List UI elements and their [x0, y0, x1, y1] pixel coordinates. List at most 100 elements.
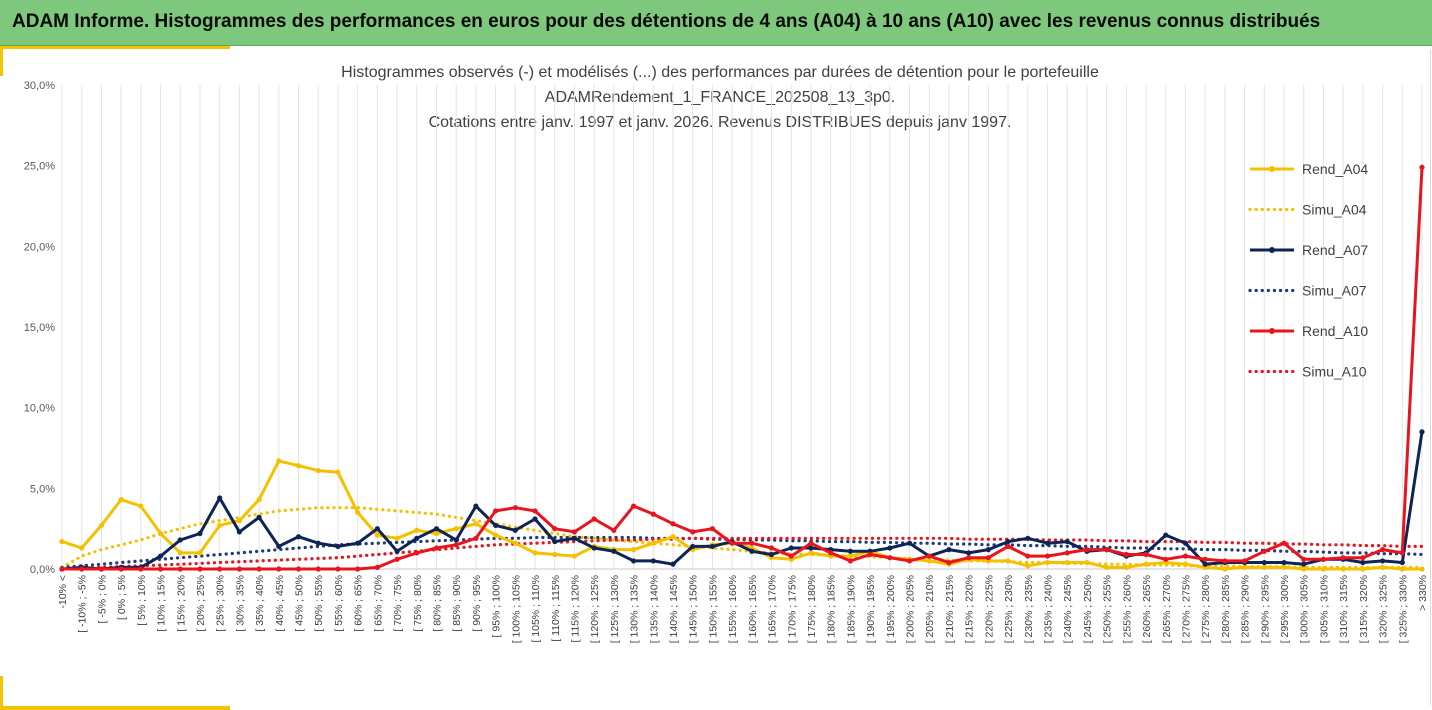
- legend-entry: Rend_A07: [1250, 242, 1368, 258]
- data-point: [1320, 566, 1327, 572]
- data-point: [79, 566, 85, 572]
- data-point: [1379, 558, 1386, 564]
- data-point: [1123, 564, 1129, 570]
- x-tick-label: [ 25% ; 30%: [215, 575, 227, 632]
- x-tick-label: [ 315% ; 320%: [1358, 575, 1370, 643]
- data-point: [295, 566, 302, 572]
- data-point: [177, 566, 183, 572]
- data-point: [1104, 564, 1110, 570]
- data-point: [1064, 550, 1070, 556]
- data-point: [985, 547, 991, 553]
- y-tick-label: 25,0%: [24, 161, 55, 173]
- data-point: [926, 553, 932, 559]
- data-point: [295, 463, 302, 469]
- data-point: [1143, 561, 1149, 567]
- x-tick-label: [ 305% ; 310%: [1318, 575, 1330, 643]
- header-bar: ADAM Informe. Histogrammes des performan…: [0, 0, 1432, 46]
- x-tick-label: [ 310% ; 315%: [1338, 575, 1350, 643]
- x-tick-label: [ 150% ; 155%: [707, 575, 719, 643]
- data-point: [355, 566, 361, 572]
- data-point: [433, 526, 440, 532]
- x-tick-label: [ 195% ; 200%: [885, 575, 897, 643]
- data-point: [512, 527, 518, 533]
- data-point: [709, 526, 716, 532]
- x-tick-label: [ 40% ; 45%: [274, 575, 286, 632]
- data-point: [611, 527, 617, 533]
- data-point: [59, 566, 65, 572]
- x-tick-label: [ 75% ; 80%: [412, 575, 424, 632]
- x-tick-label: [ 35% ; 40%: [254, 575, 266, 632]
- legend-label: Simu_A04: [1302, 202, 1367, 218]
- data-point: [98, 522, 105, 529]
- data-point: [1340, 566, 1346, 572]
- data-point: [887, 555, 893, 561]
- y-axis: 0,0% 5,0% 10,0% 15,0% 20,0% 25,0% 30,0%: [24, 80, 55, 576]
- x-tick-label: [ 275% ; 280%: [1200, 575, 1212, 643]
- data-point: [295, 534, 302, 540]
- x-tick-label: [ 95% ; 100%: [491, 575, 503, 637]
- data-point: [946, 547, 952, 553]
- data-point: [1182, 540, 1189, 546]
- data-point: [1025, 553, 1031, 559]
- x-tick-label: [ 170% ; 175%: [786, 575, 798, 643]
- data-point: [650, 558, 656, 564]
- data-point: [1261, 559, 1267, 566]
- data-point: [355, 540, 361, 546]
- data-point: [1281, 559, 1287, 566]
- data-point: [591, 545, 597, 551]
- x-tick-label: [ 295% ; 300%: [1279, 575, 1291, 643]
- data-point: [1044, 553, 1051, 559]
- x-tick-label: [ 5% ; 10%: [136, 575, 148, 626]
- series-rend-a04: [59, 458, 1425, 572]
- chart-frame: [0, 49, 1431, 705]
- data-point: [966, 555, 972, 561]
- legend-label: Simu_A07: [1302, 283, 1367, 299]
- data-point: [1261, 548, 1267, 554]
- data-point: [926, 558, 932, 564]
- x-tick-label: [ 235% ; 240%: [1043, 575, 1055, 643]
- data-point: [709, 543, 716, 550]
- legend-marker: [1269, 166, 1275, 172]
- data-point: [374, 564, 380, 570]
- data-point: [355, 509, 361, 516]
- decorative-corner-top: [0, 46, 230, 49]
- data-point: [335, 543, 341, 550]
- data-point: [157, 530, 164, 537]
- x-tick-label: [ 255% ; 260%: [1121, 575, 1133, 643]
- x-tick-label: [ 185% ; 190%: [845, 575, 857, 643]
- x-tick-label: [ 290% ; 295%: [1259, 575, 1271, 643]
- chart-title-line-1: Histogrammes observés (-) et modélisés (…: [341, 64, 1099, 81]
- data-point: [1222, 558, 1228, 564]
- data-point: [532, 508, 538, 514]
- data-point: [453, 537, 459, 543]
- data-point: [847, 548, 854, 554]
- data-point: [138, 503, 144, 509]
- data-point: [788, 545, 794, 551]
- data-point: [157, 566, 164, 572]
- series-simu-a04: [60, 506, 1424, 570]
- x-tick-label: [ 140% ; 145%: [668, 575, 680, 643]
- data-point: [847, 558, 854, 564]
- legend-entry: Simu_A07: [1248, 283, 1367, 299]
- x-tick-label: [ 115% ; 120%: [569, 575, 581, 643]
- legend-entry: Rend_A04: [1250, 161, 1368, 177]
- series-line: [61, 459, 1422, 571]
- data-point: [788, 553, 794, 559]
- data-point: [1064, 559, 1070, 566]
- data-point: [690, 543, 696, 550]
- x-axis: -10% < [ -10% ; -5% [ -5% ; 0% [ 0% ; 5% [ 5…: [57, 575, 1429, 643]
- data-point: [138, 566, 144, 572]
- data-point: [1044, 559, 1051, 566]
- data-point: [1163, 556, 1169, 562]
- data-point: [552, 526, 558, 532]
- data-point: [276, 566, 282, 572]
- data-point: [1084, 547, 1090, 553]
- data-point: [690, 529, 696, 535]
- data-point: [1242, 558, 1248, 564]
- decorative-corner-top-vertical: [0, 46, 3, 76]
- data-point: [768, 551, 775, 558]
- series-simu-a10: [60, 536, 1424, 571]
- data-point: [749, 548, 755, 554]
- data-point: [315, 540, 321, 546]
